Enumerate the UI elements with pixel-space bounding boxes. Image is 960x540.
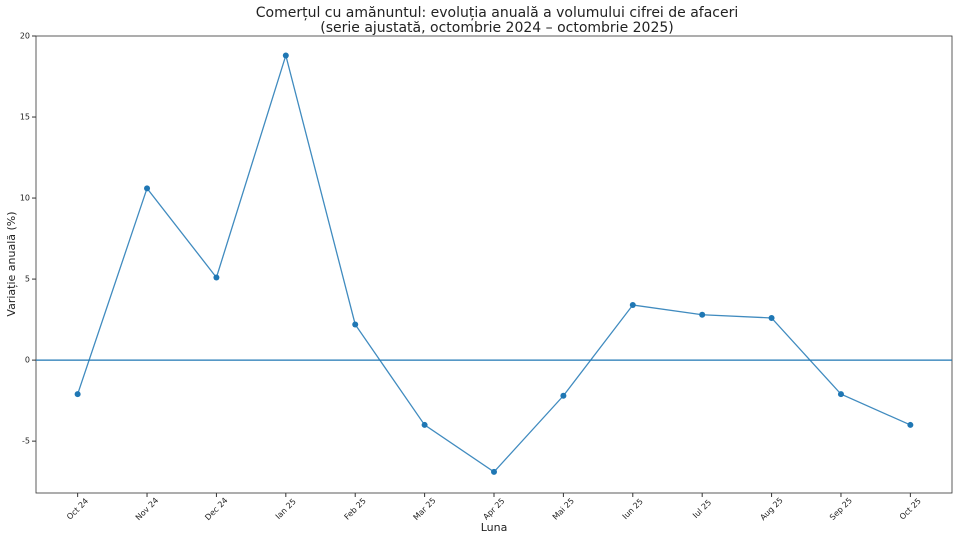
x-tick-label: Mar 25 (412, 496, 438, 522)
y-tick-label: 10 (20, 194, 30, 203)
x-tick-label: Dec 24 (203, 496, 229, 522)
plot-frame (35, 35, 953, 494)
chart-subtitle: (serie ajustată, octombrie 2024 – octomb… (320, 20, 673, 36)
y-tick-label: 20 (20, 32, 30, 41)
y-tick-label: 15 (20, 113, 30, 122)
chart-title: Comerțul cu amănuntul: evoluția anuală a… (256, 5, 739, 21)
data-point (282, 52, 289, 59)
data-point (352, 321, 359, 328)
data-line (77, 53, 911, 473)
y-axis-label: Variație anuală (%) (5, 211, 18, 316)
y-tick-label: -5 (22, 437, 30, 446)
data-point (421, 421, 428, 428)
data-point (907, 421, 914, 428)
x-tick-label: Feb 25 (343, 496, 368, 521)
data-point (74, 391, 81, 398)
x-tick-label: Aug 25 (758, 496, 784, 522)
data-point (560, 392, 567, 399)
x-axis-label: Luna (481, 521, 508, 534)
data-point (144, 185, 151, 192)
y-tick-label: 5 (25, 275, 30, 284)
x-tick-label: Ian 25 (274, 497, 298, 521)
x-tick-label: Mai 25 (551, 496, 576, 521)
x-tick-label: Sep 25 (828, 496, 854, 522)
x-tick-label: Iun 25 (621, 497, 645, 521)
data-point (768, 314, 775, 321)
data-point (837, 391, 844, 398)
data-point (629, 302, 636, 309)
x-tick-label: Nov 24 (134, 496, 160, 522)
x-tick-label: Iul 25 (691, 498, 713, 520)
data-point (699, 311, 706, 318)
y-tick-label: 0 (25, 356, 30, 365)
data-point (213, 274, 220, 281)
x-tick-label: Apr 25 (481, 496, 506, 521)
x-tick-label: Oct 25 (898, 496, 923, 521)
x-tick-label: Oct 24 (65, 496, 90, 521)
data-point (491, 468, 497, 475)
